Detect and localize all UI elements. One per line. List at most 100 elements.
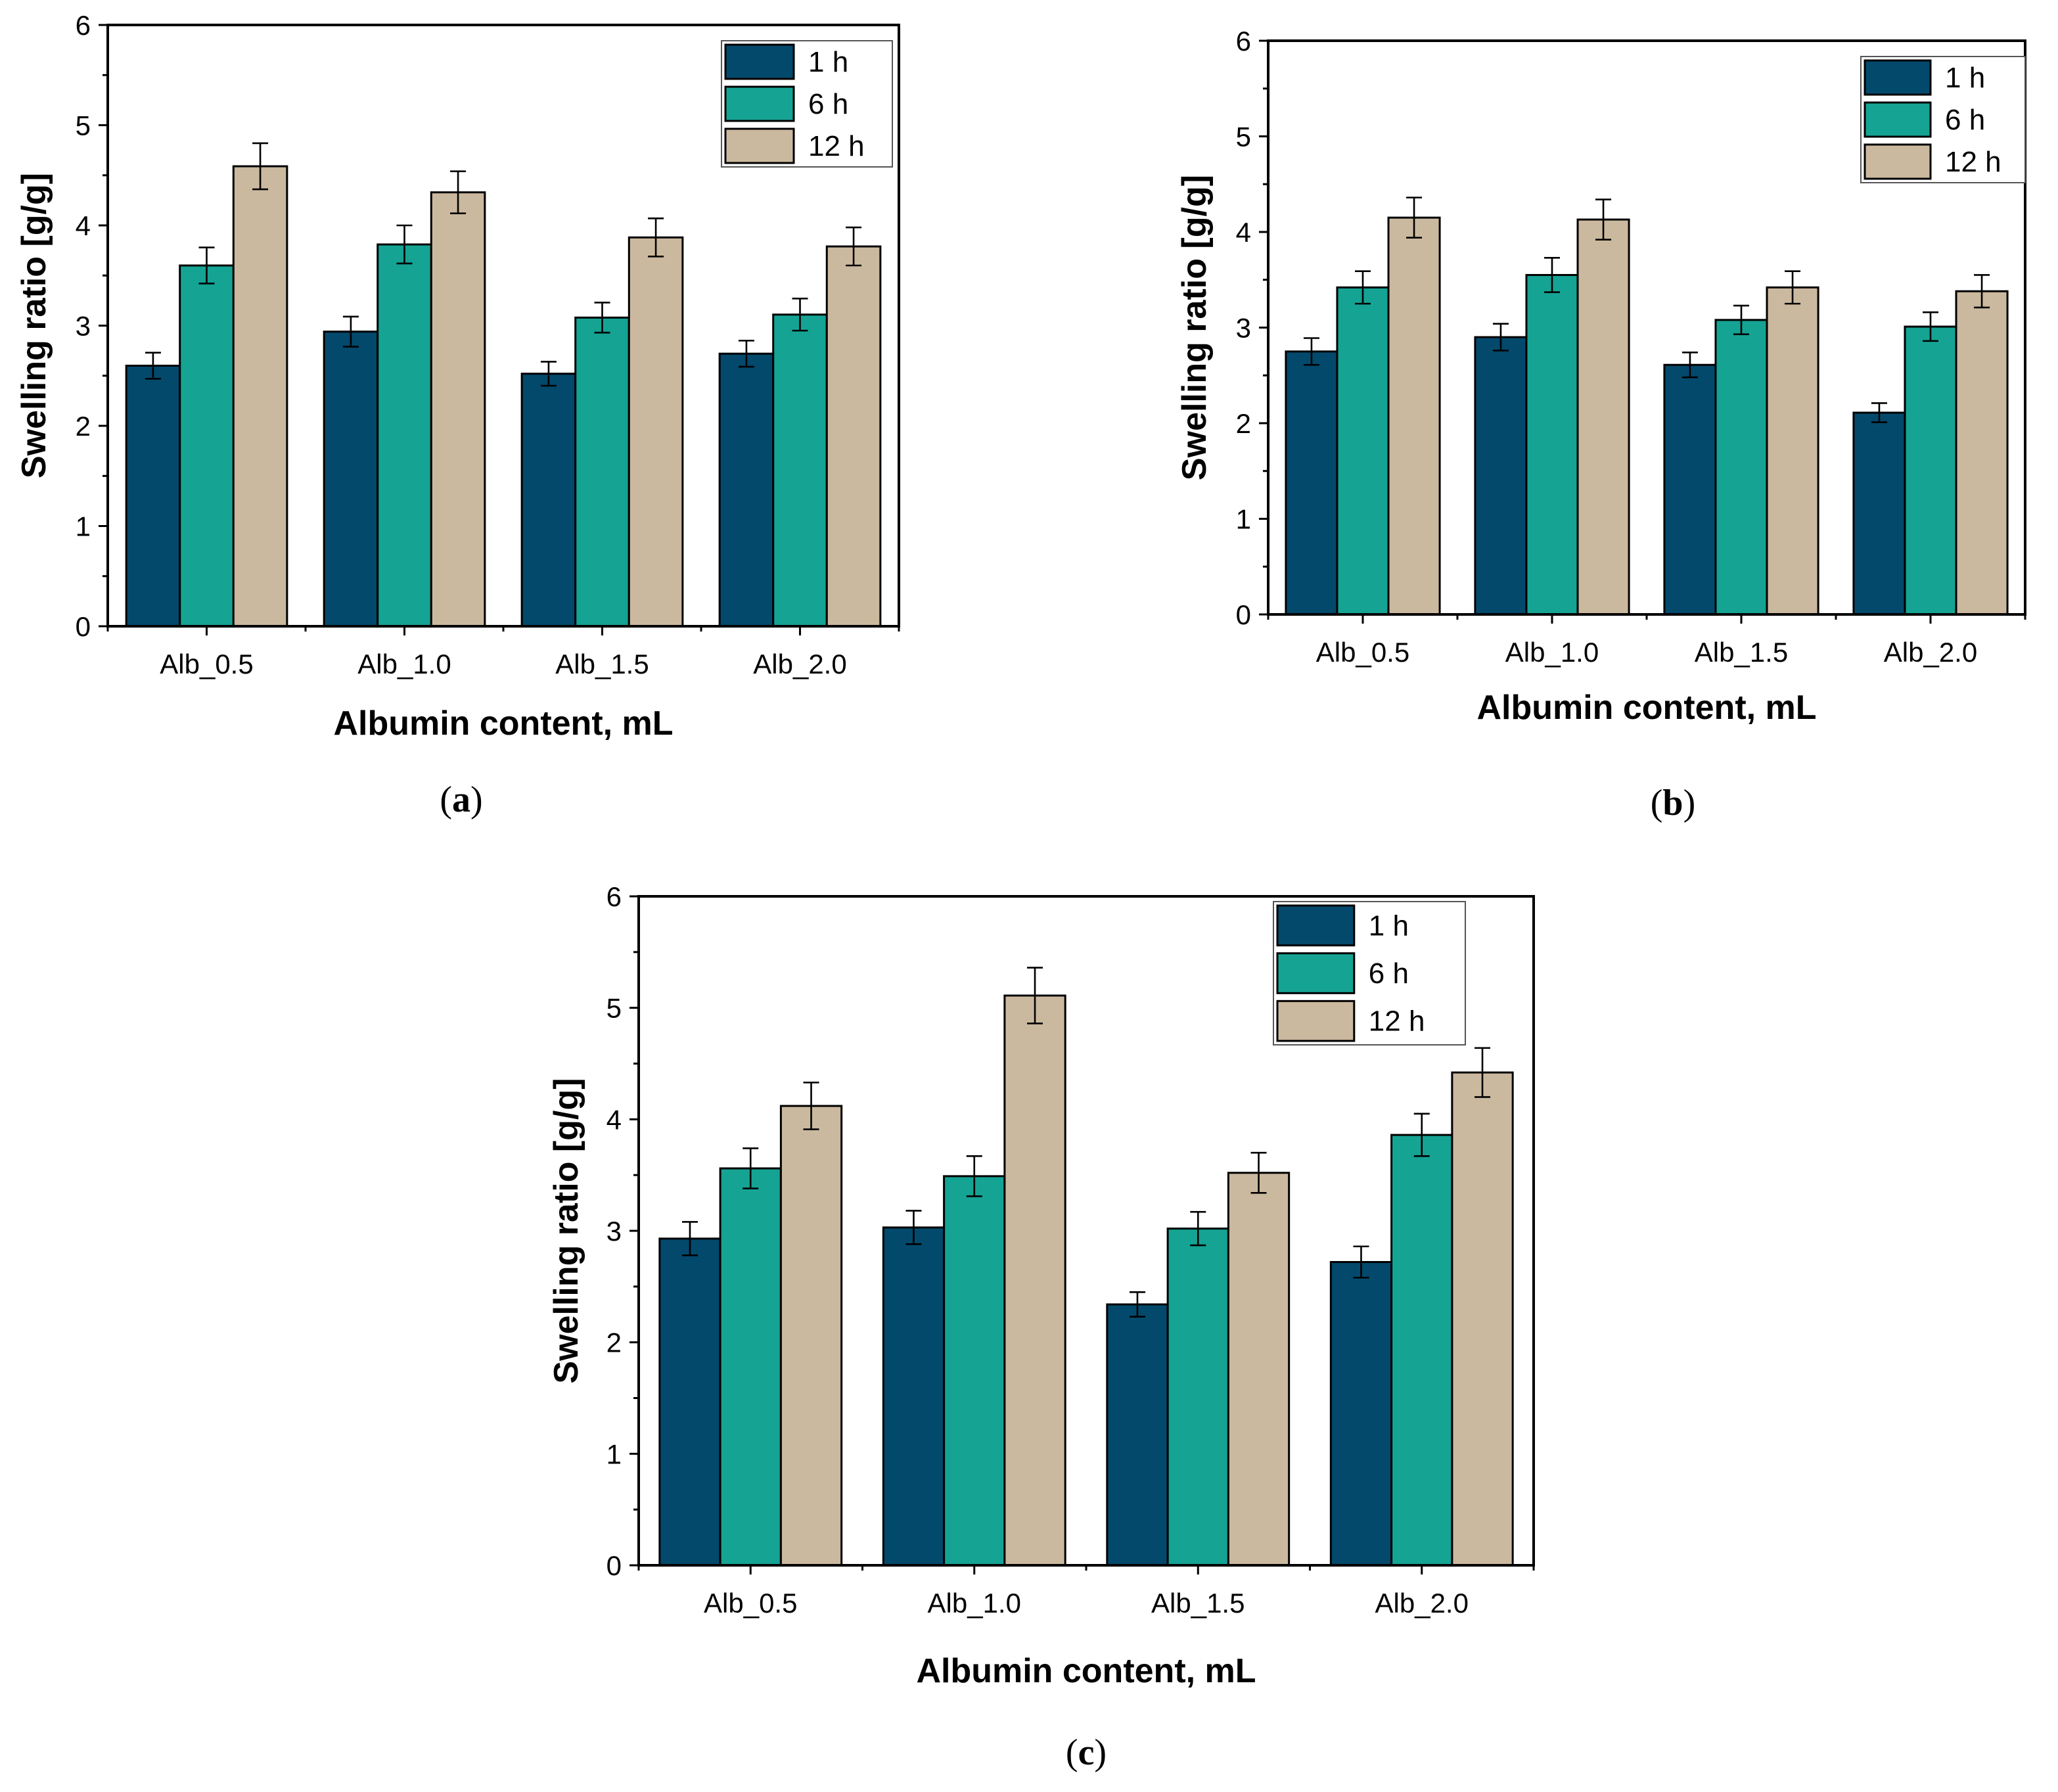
error-bar-a-1h-Alb_1.0 [342,315,359,348]
y-tick-label: 4 [606,1104,622,1135]
bar-a-1h-Alb_1.5 [520,373,577,628]
bar-b-1h-Alb_0.5 [1285,350,1338,616]
y-tick-label: 6 [1236,26,1251,57]
bar-c-6h-Alb_2.0 [1390,1134,1453,1567]
y-tick-label: 4 [76,210,91,241]
bar-c-1h-Alb_1.0 [882,1226,946,1567]
bar-a-1h-Alb_2.0 [718,352,775,628]
bar-b-6h-Alb_1.5 [1714,319,1768,616]
bars-b [1285,196,2009,616]
error-bar-c-12h-Alb_1.0 [1027,967,1043,1024]
panel-label-a: (a) [440,779,482,820]
error-bar-b-12h-Alb_1.0 [1595,198,1612,241]
error-bar-c-12h-Alb_1.5 [1250,1151,1267,1194]
y-tick-label: 6 [606,881,622,912]
y-tick-label: 1 [606,1438,622,1469]
x-axis-a: Alb_0.5 Alb_1.0 Alb_1.5 Alb_2.0 [106,626,900,679]
y-axis-a: 0 1 2 3 4 5 6 [76,10,108,642]
x-tick-label: Alb_1.5 [555,649,649,679]
legend-swatch-1h [1276,904,1356,947]
legend-b: 1 h 6 h 12 h [1860,56,2026,183]
bar-a-6h-Alb_1.5 [574,316,630,628]
error-bar-b-6h-Alb_2.0 [1923,311,1938,342]
legend-swatch-12h [1276,999,1356,1042]
error-bar-a-1h-Alb_2.0 [738,340,754,368]
bar-b-6h-Alb_2.0 [1904,325,1957,616]
error-bar-c-1h-Alb_2.0 [1353,1245,1369,1279]
x-axis-title-b: Albumin content, mL [1476,689,1816,727]
error-bar-c-12h-Alb_0.5 [803,1082,819,1130]
y-tick-label: 3 [1236,313,1251,344]
legend-label: 12 h [1945,146,2001,178]
bar-a-12h-Alb_0.5 [232,165,288,628]
x-tick-label: Alb_0.5 [160,649,253,679]
error-bar-b-1h-Alb_0.5 [1303,337,1319,366]
error-bar-a-12h-Alb_0.5 [252,142,269,191]
y-tick-label: 5 [606,993,622,1024]
bar-c-12h-Alb_1.0 [1003,994,1066,1567]
y-tick-label: 0 [606,1550,622,1581]
panel-label-b: (b) [1651,783,1695,823]
error-bar-c-6h-Alb_0.5 [743,1147,759,1189]
x-tick-label: Alb_2.0 [1375,1588,1469,1619]
bar-b-6h-Alb_0.5 [1336,286,1390,616]
legend-label: 6 h [808,88,848,120]
error-bar-b-6h-Alb_1.5 [1733,304,1749,335]
chart-panel-c: 0 1 2 3 4 5 6 Alb_0.5 Alb_1.0 Alb_1.5 Alb_2.0 Swe… [547,881,1535,1773]
error-bar-c-1h-Alb_1.0 [905,1210,922,1245]
y-tick-label: 4 [1236,217,1251,248]
bar-a-12h-Alb_1.5 [628,236,684,628]
x-tick-label: Alb_0.5 [704,1588,797,1619]
error-bar-a-6h-Alb_2.0 [792,298,808,332]
legend-c: 1 h 6 h 12 h [1273,901,1466,1045]
error-bar-c-6h-Alb_2.0 [1413,1113,1430,1157]
y-tick-label: 1 [1236,504,1251,535]
bar-b-1h-Alb_1.0 [1474,336,1528,616]
x-axis-c: Alb_0.5 Alb_1.0 Alb_1.5 Alb_2.0 [637,1565,1535,1619]
error-bar-a-1h-Alb_0.5 [145,352,161,380]
legend-swatch-6h [1864,101,1932,138]
x-tick-label: Alb_1.0 [1505,637,1599,668]
y-tick-label: 3 [606,1216,622,1247]
bar-c-1h-Alb_0.5 [658,1237,721,1567]
x-axis-title-a: Albumin content, mL [333,704,673,743]
bar-c-12h-Alb_0.5 [779,1105,843,1567]
error-bar-a-12h-Alb_1.5 [648,218,664,258]
x-tick-label: Alb_0.5 [1316,637,1409,668]
error-bar-a-6h-Alb_0.5 [198,246,215,285]
error-bar-a-6h-Alb_1.0 [396,224,413,265]
error-bar-a-12h-Alb_1.0 [450,170,467,215]
error-bar-c-6h-Alb_1.0 [966,1155,982,1197]
bar-b-12h-Alb_1.0 [1576,218,1630,616]
y-tick-label: 0 [1236,599,1251,630]
x-tick-label: Alb_1.5 [1695,637,1788,668]
bar-b-12h-Alb_0.5 [1387,216,1441,616]
error-bar-a-1h-Alb_1.5 [540,361,557,387]
legend-label: 1 h [1369,909,1409,942]
y-tick-label: 2 [1236,408,1251,439]
bar-c-6h-Alb_1.5 [1166,1228,1229,1567]
bar-b-1h-Alb_1.5 [1663,363,1717,616]
y-axis-c: 0 1 2 3 4 5 6 [606,881,639,1581]
bar-b-1h-Alb_2.0 [1852,411,1906,616]
bar-a-12h-Alb_1.0 [430,191,486,628]
error-bar-b-12h-Alb_2.0 [1974,274,1990,309]
bar-b-6h-Alb_1.0 [1525,273,1579,616]
bar-a-12h-Alb_2.0 [825,245,882,628]
bar-c-12h-Alb_2.0 [1451,1071,1514,1567]
legend-label: 12 h [1369,1005,1425,1038]
y-tick-label: 6 [76,10,91,41]
bars-c [658,967,1514,1567]
legend-label: 12 h [808,130,865,162]
bar-b-12h-Alb_2.0 [1955,290,2009,616]
bar-c-12h-Alb_1.5 [1227,1172,1291,1567]
legend-swatch-1h [1864,59,1932,96]
error-bar-c-1h-Alb_0.5 [681,1221,698,1256]
y-tick-label: 5 [1236,122,1251,152]
legend-label: 1 h [1945,62,1985,94]
bar-a-1h-Alb_1.0 [323,331,379,628]
legend-label: 6 h [1369,957,1409,990]
error-bar-a-6h-Alb_1.5 [594,302,610,334]
x-tick-label: Alb_1.5 [1151,1588,1245,1619]
bars-a [125,142,882,628]
